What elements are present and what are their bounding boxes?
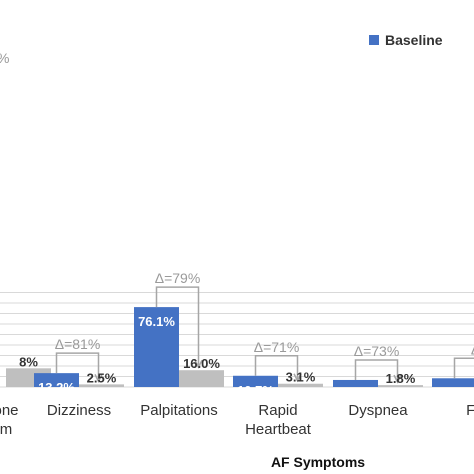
data-label-followup: 16.0% <box>183 356 220 371</box>
delta-bracket <box>254 355 299 381</box>
delta-bracket <box>155 286 200 368</box>
delta-label: Δ=73% <box>354 343 400 359</box>
bar-baseline <box>233 375 278 387</box>
bars <box>6 307 474 387</box>
data-label-followup: 2.5% <box>87 370 117 385</box>
delta-arrowhead <box>293 373 302 383</box>
bar-baseline <box>134 307 179 387</box>
bar-followup <box>179 370 224 387</box>
bar-baseline <box>34 373 79 387</box>
delta-label: Δ <box>471 341 474 357</box>
delta-bracket <box>55 352 100 382</box>
data-label-baseline: 6.7% <box>341 387 371 402</box>
x-axis-label: AF Symptoms <box>271 454 365 470</box>
legend: Baseline <box>369 32 443 48</box>
data-label-baseline: 10.7% <box>237 383 274 398</box>
delta-arrowhead <box>94 374 103 384</box>
category-label: Palpitations <box>140 402 218 419</box>
data-label-baseline: 13.2% <box>38 380 75 395</box>
category-label: m <box>0 421 12 438</box>
data-label-followup: 8% <box>19 354 38 369</box>
delta-bracket <box>453 357 474 379</box>
category-label: Heartbeat <box>245 421 312 438</box>
category-label: one <box>0 402 19 419</box>
bar-followup <box>79 384 124 387</box>
legend-swatch-baseline <box>369 35 379 45</box>
delta-brackets <box>55 286 474 384</box>
delta-arrowhead <box>393 374 402 384</box>
category-label: Dizziness <box>47 402 111 419</box>
category-label: Rapid <box>258 402 297 419</box>
bar-followup <box>378 385 423 387</box>
bar-baseline <box>432 378 474 387</box>
category-label: Dyspnea <box>348 402 408 419</box>
y-tick-label-fragment: % <box>0 50 9 66</box>
bar-followup <box>278 383 323 387</box>
data-labels: 8%13.2% 2.5% Δ=81% 76.1% 16.0% Δ=79% 10.7% 3.1%… <box>19 270 474 402</box>
category-label: Fat <box>466 402 474 419</box>
legend-label-baseline: Baseline <box>385 32 443 48</box>
delta-arrowhead <box>194 359 203 369</box>
bar-baseline <box>333 379 378 387</box>
delta-label: Δ=79% <box>155 270 201 286</box>
delta-bracket <box>354 359 399 383</box>
data-label-baseline: 76.1% <box>138 314 175 329</box>
data-label-followup: 3.1% <box>286 370 316 385</box>
delta-label: Δ=71% <box>254 339 300 355</box>
data-label-followup: 1.8% <box>386 371 416 386</box>
delta-label: Δ=81% <box>55 336 101 352</box>
data-label-baseline: 8.3% <box>440 385 470 400</box>
category-labels: one m Dizziness Palpitations Rapid Heartbeat D… <box>0 402 474 438</box>
